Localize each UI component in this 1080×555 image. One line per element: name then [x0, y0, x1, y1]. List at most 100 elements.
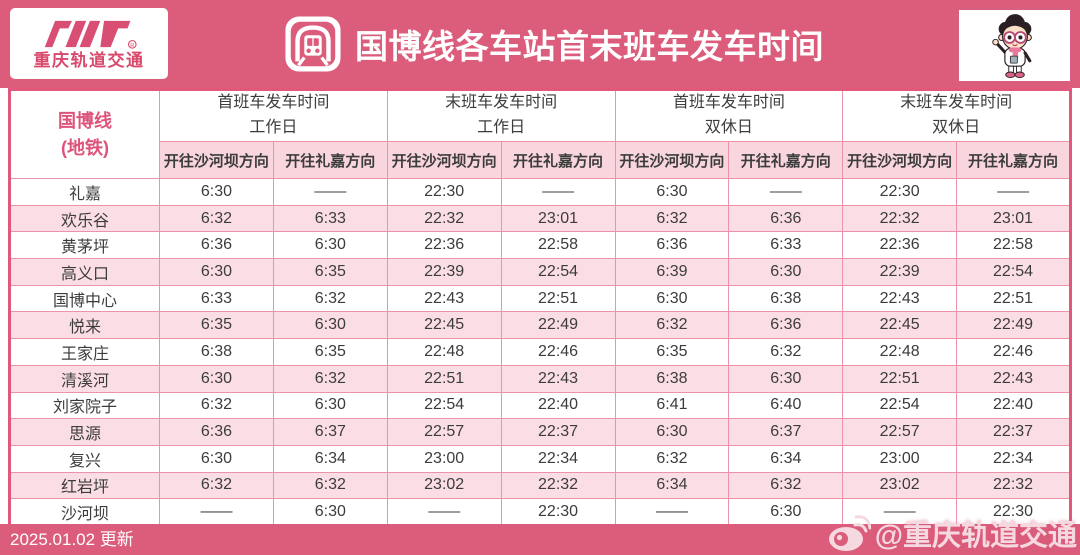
- group-daytype: 双休日: [704, 119, 753, 136]
- line-name: 国博线: [58, 110, 112, 131]
- station-name: 高义口: [9, 258, 160, 286]
- weibo-handle: @重庆轨道交通: [874, 520, 1077, 552]
- timetable-body: 礼嘉 6:30 —— 22:30 —— 6:30 —— 22:30 —— 欢乐谷 6:32 6:33 2…: [9, 178, 1071, 526]
- time-cell: 6:30: [159, 444, 274, 473]
- time-cell: 6:32: [728, 338, 844, 366]
- time-cell: 22:51: [956, 284, 1071, 313]
- metro-train-icon: [285, 16, 341, 72]
- time-cell: 6:30: [272, 498, 388, 526]
- time-cell: 22:32: [956, 471, 1071, 500]
- time-cell: 22:45: [386, 311, 502, 340]
- time-cell: 6:37: [728, 418, 844, 446]
- time-cell: 6:38: [159, 338, 274, 366]
- time-cell: 6:35: [272, 258, 388, 286]
- time-cell: 6:30: [272, 311, 388, 340]
- time-cell: 22:30: [842, 178, 958, 206]
- time-cell: 22:43: [386, 284, 502, 313]
- time-cell: 6:36: [159, 231, 274, 260]
- time-cell: 22:54: [386, 391, 502, 420]
- group-header-last-weekend: 末班车发车时间 双休日: [842, 89, 1071, 142]
- time-cell: 22:40: [500, 391, 616, 420]
- time-cell: 23:02: [386, 471, 502, 500]
- station-name: 沙河坝: [9, 498, 160, 526]
- time-cell: 6:32: [159, 391, 274, 420]
- time-cell: 6:32: [614, 311, 730, 340]
- time-cell: 6:30: [728, 364, 844, 393]
- time-cell: 22:30: [386, 178, 502, 206]
- time-cell: 6:39: [614, 258, 730, 286]
- time-cell: 6:32: [159, 204, 274, 233]
- header-bar: R 重庆轨道交通 国博线各车站首末班车发车时间: [0, 0, 1080, 88]
- station-name: 复兴: [9, 444, 160, 473]
- time-cell: 22:54: [842, 391, 958, 420]
- time-cell: ——: [728, 178, 844, 206]
- time-cell: 22:43: [956, 364, 1071, 393]
- time-cell: 6:35: [159, 311, 274, 340]
- group-title: 首班车发车时间: [217, 94, 330, 112]
- time-cell: 22:49: [956, 311, 1071, 340]
- table-row: 黄茅坪 6:36 6:30 22:36 22:58 6:36 6:33 22:36 22:58: [9, 231, 1071, 260]
- time-cell: 22:37: [956, 418, 1071, 446]
- time-cell: 22:57: [842, 418, 958, 446]
- table-row: 红岩坪 6:32 6:32 23:02 22:32 6:34 6:32 23:02 22:32: [9, 471, 1071, 500]
- time-cell: ——: [500, 178, 616, 206]
- time-cell: 23:01: [956, 204, 1071, 233]
- direction-header: 开往沙河坝方向: [614, 141, 730, 179]
- time-cell: 6:34: [272, 444, 388, 473]
- direction-header: 开往礼嘉方向: [272, 141, 388, 179]
- time-cell: 6:33: [159, 284, 274, 313]
- title-group: 国博线各车站首末班车发车时间: [284, 0, 824, 88]
- time-cell: 6:36: [728, 311, 844, 340]
- group-daytype: 工作日: [477, 119, 526, 136]
- time-cell: 6:32: [272, 471, 388, 500]
- station-name: 欢乐谷: [9, 204, 160, 233]
- time-cell: 6:30: [614, 418, 730, 446]
- time-cell: 22:43: [500, 364, 616, 393]
- station-name: 国博中心: [9, 284, 160, 313]
- time-cell: 22:34: [500, 444, 616, 473]
- page-title: 国博线各车站首末班车发车时间: [355, 28, 824, 65]
- time-cell: 6:40: [728, 391, 844, 420]
- table-row: 国博中心 6:33 6:32 22:43 22:51 6:30 6:38 22:43 22:51: [9, 284, 1071, 313]
- direction-header: 开往礼嘉方向: [500, 141, 616, 179]
- time-cell: 22:58: [956, 231, 1071, 260]
- time-cell: ——: [956, 178, 1071, 206]
- crt-logo: R 重庆轨道交通: [10, 8, 168, 79]
- table-row: 高义口 6:30 6:35 22:39 22:54 6:39 6:30 22:39 22:54: [9, 258, 1071, 286]
- table-row: 悦来 6:35 6:30 22:45 22:49 6:32 6:36 22:45 22:49: [9, 311, 1071, 340]
- time-cell: 6:34: [614, 471, 730, 500]
- update-date: 2025.01.02 更新: [10, 530, 134, 549]
- time-cell: 6:35: [272, 338, 388, 366]
- time-cell: 23:00: [842, 444, 958, 473]
- time-cell: 22:51: [386, 364, 502, 393]
- time-cell: 6:38: [614, 364, 730, 393]
- time-cell: 6:41: [614, 391, 730, 420]
- timetable: 国博线 (地铁) 首班车发车时间 工作日 末班车发车时间 工作日 首班车发车时间…: [8, 88, 1072, 527]
- station-name: 清溪河: [9, 364, 160, 393]
- time-cell: 23:01: [500, 204, 616, 233]
- time-cell: 6:30: [614, 178, 730, 206]
- time-cell: 6:36: [159, 418, 274, 446]
- footer-bar: 2025.01.02 更新: [0, 524, 1080, 555]
- time-cell: 22:32: [842, 204, 958, 233]
- time-cell: 6:38: [728, 284, 844, 313]
- group-title: 末班车发车时间: [900, 94, 1013, 112]
- weibo-watermark: @重庆轨道交通: [827, 512, 1077, 554]
- time-cell: 22:51: [500, 284, 616, 313]
- brand-text: 重庆轨道交通: [33, 51, 145, 70]
- time-cell: 22:48: [842, 338, 958, 366]
- station-name: 刘家院子: [9, 391, 160, 420]
- line-type: (地铁): [61, 137, 109, 158]
- time-cell: 22:40: [956, 391, 1071, 420]
- group-header-last-weekday: 末班车发车时间 工作日: [386, 89, 616, 142]
- group-title: 首班车发车时间: [672, 94, 785, 112]
- time-cell: 6:32: [728, 471, 844, 500]
- time-cell: 6:30: [614, 284, 730, 313]
- table-row: 思源 6:36 6:37 22:57 22:37 6:30 6:37 22:57 22:37: [9, 418, 1071, 446]
- time-cell: 22:51: [842, 364, 958, 393]
- time-cell: 22:48: [386, 338, 502, 366]
- time-cell: 22:30: [956, 498, 1071, 526]
- direction-header: 开往礼嘉方向: [956, 141, 1071, 179]
- group-header-first-weekday: 首班车发车时间 工作日: [159, 89, 388, 142]
